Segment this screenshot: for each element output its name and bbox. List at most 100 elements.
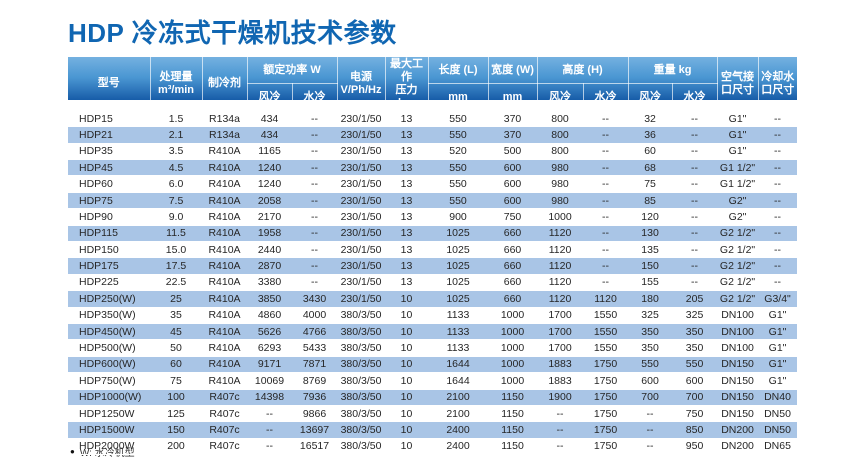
value-cell: DN100 [717, 323, 759, 341]
col-header-height: 高度 (H) [537, 57, 629, 85]
value-cell: 13 [385, 175, 429, 193]
table-row: HDP250(W) 25 R410A 3850 3430 230/1/50 10 1025 66… [68, 290, 798, 308]
value-cell: -- [292, 257, 338, 275]
value-cell: G1" [717, 126, 759, 144]
model-cell: HDP1250W [68, 405, 150, 423]
model-cell: HDP35 [68, 143, 150, 161]
value-cell: -- [758, 159, 798, 177]
value-cell: 660 [488, 241, 538, 259]
value-cell: 1900 [537, 389, 584, 406]
table-row: HDP115 11.5 R410A 1958 -- 230/1/50 13 1025 660 11… [68, 225, 798, 243]
value-cell: 1165 [247, 143, 292, 161]
col-header-width: 宽度 (W) [488, 57, 538, 85]
value-cell: G1" [758, 339, 798, 357]
value-cell: -- [758, 274, 798, 292]
value-cell: -- [292, 192, 338, 210]
value-cell: R407c [202, 405, 247, 423]
value-cell: 1750 [583, 356, 629, 374]
col-header-length: 长度 (L) [428, 57, 489, 85]
value-cell: -- [672, 208, 718, 226]
table-row: HDP175 17.5 R410A 2870 -- 230/1/50 13 1025 660 11… [68, 257, 798, 275]
value-cell: 9171 [247, 356, 292, 374]
value-cell: 550 [428, 175, 489, 193]
value-cell: 1133 [428, 323, 489, 341]
value-cell: DN200 [717, 438, 759, 456]
value-cell: 600 [628, 372, 673, 390]
col-header-refrigerant: 制冷剂 [202, 57, 248, 111]
model-cell: HDP60 [68, 175, 150, 193]
value-cell: 32 [628, 110, 673, 128]
value-cell: G1" [717, 110, 759, 128]
value-cell: 1700 [537, 339, 584, 357]
value-cell: 180 [628, 290, 673, 308]
subheader-weight-air: 风冷 [628, 83, 673, 111]
value-cell: G2 1/2" [717, 257, 759, 275]
value-cell: 2058 [247, 192, 292, 210]
value-cell: -- [247, 438, 292, 456]
model-cell: HDP450(W) [68, 323, 150, 341]
value-cell: 1750 [583, 405, 629, 423]
value-cell: R410A [202, 372, 247, 390]
value-cell: 980 [537, 175, 584, 193]
value-cell: 700 [672, 389, 718, 406]
col-header-power-supply-line2: V/Ph/Hz [340, 83, 382, 96]
value-cell: 1120 [537, 241, 584, 259]
value-cell: -- [583, 110, 629, 128]
value-cell: 380/3/50 [337, 339, 386, 357]
value-cell: 600 [488, 192, 538, 210]
value-cell: -- [292, 208, 338, 226]
value-cell: 800 [537, 110, 584, 128]
value-cell: 230/1/50 [337, 241, 386, 259]
value-cell: 1120 [537, 274, 584, 292]
value-cell: -- [758, 126, 798, 144]
value-cell: 380/3/50 [337, 438, 386, 456]
model-cell: HDP250(W) [68, 290, 150, 308]
col-header-capacity: 处理量 m³/min [150, 57, 203, 111]
value-cell: 2400 [428, 438, 489, 456]
value-cell: DN150 [717, 389, 759, 406]
value-cell: 900 [428, 208, 489, 226]
value-cell: DN100 [717, 339, 759, 357]
value-cell: -- [628, 421, 673, 439]
value-cell: R410A [202, 159, 247, 177]
value-cell: 150 [628, 257, 673, 275]
col-header-power-supply: 电源 V/Ph/Hz [337, 57, 386, 111]
col-header-weight: 重量 kg [628, 57, 718, 85]
value-cell: 230/1/50 [337, 192, 386, 210]
value-cell: -- [758, 208, 798, 226]
value-cell: 50 [150, 339, 202, 357]
value-cell: R410A [202, 339, 247, 357]
value-cell: -- [583, 159, 629, 177]
value-cell: 520 [428, 143, 489, 161]
value-cell: 75 [150, 372, 202, 390]
value-cell: 135 [628, 241, 673, 259]
value-cell: 1000 [488, 323, 538, 341]
value-cell: 3850 [247, 290, 292, 308]
value-cell: -- [537, 438, 584, 456]
value-cell: 800 [537, 143, 584, 161]
value-cell: 150 [150, 421, 202, 439]
table-row: HDP60 6.0 R410A 1240 -- 230/1/50 13 550 600 980 --… [68, 175, 798, 193]
value-cell: -- [758, 257, 798, 275]
value-cell: 4860 [247, 307, 292, 324]
value-cell: G1" [758, 356, 798, 374]
value-cell: G2 1/2" [717, 274, 759, 292]
value-cell: 380/3/50 [337, 421, 386, 439]
col-header-rated-power: 额定功率 W [247, 57, 338, 85]
value-cell: G2 1/2" [717, 241, 759, 259]
subheader-power-air: 风冷 [247, 83, 293, 111]
value-cell: G1" [758, 323, 798, 341]
value-cell: 350 [628, 339, 673, 357]
value-cell: 1958 [247, 225, 292, 243]
value-cell: R134a [202, 126, 247, 144]
value-cell: 8769 [292, 372, 338, 390]
value-cell: -- [583, 241, 629, 259]
value-cell: 4766 [292, 323, 338, 341]
model-cell: HDP21 [68, 126, 150, 144]
value-cell: -- [672, 110, 718, 128]
value-cell: -- [583, 225, 629, 243]
subheader-height-air: 风冷 [537, 83, 584, 111]
value-cell: 205 [672, 290, 718, 308]
value-cell: 3380 [247, 274, 292, 292]
value-cell: 230/1/50 [337, 290, 386, 308]
